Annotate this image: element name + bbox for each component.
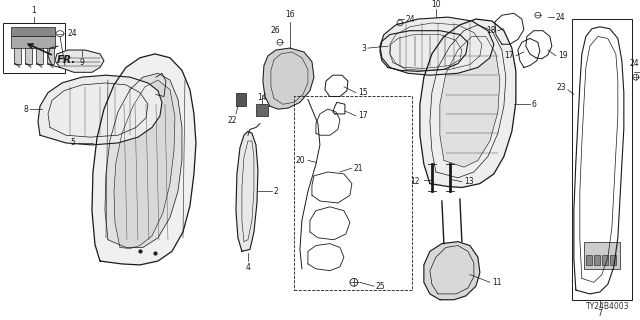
Polygon shape	[380, 31, 468, 71]
Text: 18: 18	[486, 26, 496, 35]
Text: 9: 9	[79, 58, 84, 67]
Text: 6: 6	[532, 100, 537, 109]
Text: 2: 2	[274, 187, 278, 196]
Bar	[14, 46, 21, 64]
Bar	[25, 46, 32, 64]
Polygon shape	[105, 73, 182, 247]
Text: 8: 8	[23, 105, 28, 114]
Text: 17: 17	[358, 111, 367, 120]
Bar	[236, 92, 246, 106]
Text: 3: 3	[361, 44, 366, 52]
Text: TY24B4003: TY24B4003	[586, 302, 630, 311]
Polygon shape	[55, 50, 104, 72]
Text: 5: 5	[70, 139, 75, 148]
Bar	[610, 255, 616, 265]
Bar	[36, 46, 43, 64]
Text: 7: 7	[597, 309, 602, 318]
Bar	[602, 255, 608, 265]
Polygon shape	[420, 19, 516, 188]
Text: 23: 23	[556, 83, 566, 92]
Text: 26: 26	[270, 26, 280, 35]
Bar	[572, 19, 632, 300]
Text: 10: 10	[431, 0, 441, 9]
Bar	[584, 242, 620, 269]
Text: 24: 24	[68, 29, 77, 38]
Polygon shape	[114, 80, 175, 248]
Polygon shape	[236, 131, 258, 251]
Text: 24: 24	[629, 59, 639, 68]
Text: FR.: FR.	[57, 55, 76, 65]
Text: 21: 21	[354, 164, 364, 172]
Bar	[294, 97, 412, 290]
Text: 13: 13	[464, 177, 474, 186]
Bar	[47, 46, 54, 64]
Text: 16: 16	[285, 10, 295, 19]
Text: 20: 20	[295, 156, 305, 165]
Polygon shape	[380, 17, 494, 75]
Text: 11: 11	[492, 278, 501, 287]
Text: 22: 22	[227, 116, 237, 125]
Bar	[594, 255, 600, 265]
Text: 15: 15	[358, 88, 367, 97]
Polygon shape	[38, 75, 162, 145]
Bar	[3, 23, 65, 73]
Text: 14: 14	[257, 92, 267, 102]
Text: 19: 19	[558, 51, 568, 60]
Bar	[11, 36, 55, 48]
Bar	[586, 255, 592, 265]
Text: 24: 24	[406, 15, 415, 24]
Text: 4: 4	[246, 263, 250, 272]
Text: 25: 25	[376, 282, 385, 291]
Text: 12: 12	[410, 177, 420, 186]
Polygon shape	[92, 54, 196, 265]
Bar	[256, 104, 268, 116]
Text: 1: 1	[31, 6, 36, 15]
Polygon shape	[424, 242, 480, 300]
Text: 17: 17	[504, 51, 514, 60]
Polygon shape	[440, 36, 500, 167]
Polygon shape	[263, 48, 314, 109]
Text: 24: 24	[556, 12, 566, 22]
Bar	[11, 27, 55, 36]
